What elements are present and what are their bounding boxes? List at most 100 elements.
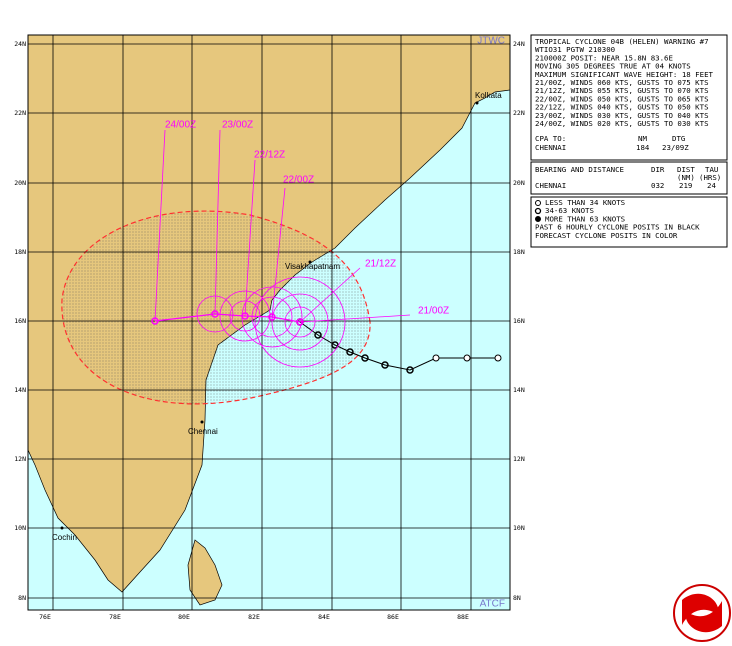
label-leader [271,187,286,318]
map-border [27,34,511,611]
lon-label: 78E [109,613,121,621]
past-position [346,348,354,356]
track [151,129,502,374]
bearing-place: CHENNAI [535,181,566,190]
past-position [331,341,339,349]
sri-lanka [187,539,223,606]
lat-label: 14N [513,386,525,394]
legend-box [530,196,728,248]
city-marker [60,526,64,530]
legend-item: FORECAST CYCLONE POSITS IN COLOR [535,231,678,240]
cpa-place: CHENNAI [535,143,566,152]
past-position [463,354,471,362]
legend-item: 34-63 KNOTS [545,206,594,215]
source-label: ATCF [480,599,505,610]
lat-label: 22N [14,109,26,117]
bearing-unit: (NM) [677,173,695,182]
wind-radius [254,276,346,368]
forecast-label: 22/00Z [283,175,314,186]
legend-item: PAST 6 HOURLY CYCLONE POSITS IN BLACK [535,223,700,232]
cpa-title: CPA TO: [535,134,566,143]
lat-label: 20N [513,179,525,187]
lat-label: 18N [513,248,525,256]
label-leader [299,267,361,323]
lat-label: 14N [14,386,26,394]
warning-line: 23/00Z, WINDS 030 KTS, GUSTS TO 040 KTS [535,111,709,120]
cpa-header: NM [638,134,647,143]
lat-label: 12N [513,455,525,463]
wind-radius [251,296,293,338]
legend-symbol [535,200,541,206]
lat-label: 10N [513,524,525,532]
city-label: Kolkata [475,91,502,100]
city-marker [475,101,479,105]
forecast-label: 22/12Z [254,150,285,161]
lat-label: 20N [14,179,26,187]
bearing-box [530,161,728,195]
lon-label: 80E [178,613,190,621]
bearing-title: BEARING AND DISTANCE [535,165,624,174]
warning-line: 21/12Z, WINDS 055 KTS, GUSTS TO 070 KTS [535,86,709,95]
lat-label: 16N [513,317,525,325]
lat-label: 8N [18,594,26,602]
past-track [299,321,498,371]
warning-line: TROPICAL CYCLONE 04B (HELEN) WARNING #7 [535,37,709,46]
map [27,34,511,611]
past-position [361,354,369,362]
forecast-label: 21/00Z [418,306,449,317]
wind-radius [196,295,234,333]
wind-radius [229,300,261,332]
lat-label: 24N [513,40,525,48]
lat-label: 8N [513,594,521,602]
past-position [381,361,389,369]
bearing-header: TAU [705,165,718,174]
bearing-value: 24 [707,181,716,190]
legend-symbol [534,207,542,215]
legend-item: LESS THAN 34 KNOTS [545,198,625,207]
past-position [314,331,322,339]
grid [28,35,510,610]
wind-radius [284,306,316,338]
danger-area [61,210,371,405]
lat-label: 22N [513,109,525,117]
label-leader [299,314,411,323]
warning-line: 21/00Z, WINDS 060 KTS, GUSTS TO 075 KTS [535,78,709,87]
city-label: Visakhapatnam [285,262,340,271]
lon-label: 88E [457,613,469,621]
past-position [406,366,414,374]
lat-label: 10N [14,524,26,532]
warning-line: 24/00Z, WINDS 020 KTS, GUSTS TO 030 KTS [535,119,709,128]
lat-label: 16N [14,317,26,325]
warning-line: 22/12Z, WINDS 040 KTS, GUSTS TO 050 KTS [535,103,709,112]
warning-line: 22/00Z, WINDS 050 KTS, GUSTS TO 065 KTS [535,94,709,103]
lon-label: 82E [248,613,260,621]
forecast-label: 23/00Z [222,120,253,131]
warning-line: WTIO31 PGTW 210300 [535,45,615,54]
label-leader [154,129,166,322]
warning-line: MAXIMUM SIGNIFICANT WAVE HEIGHT: 18 FEET [535,70,714,79]
label-leader [214,129,221,315]
forecast-label: 24/00Z [165,120,196,131]
lat-label: 12N [14,455,26,463]
forecast-label: 21/12Z [365,259,396,270]
warning-box [530,34,728,161]
lat-label: 18N [14,248,26,256]
cpa-header: DTG [672,134,685,143]
cpa-value: 23/09Z [662,143,689,152]
lon-label: 84E [318,613,330,621]
past-position [494,354,502,362]
bearing-value: 219 [679,181,692,190]
city-marker [308,260,312,264]
bearing-header: DIST [677,165,695,174]
lon-label: 76E [39,613,51,621]
city-marker [200,420,204,424]
legend-symbol [535,216,541,222]
legend-item: MORE THAN 63 KNOTS [545,214,625,223]
warning-line: MOVING 305 DEGREES TRUE AT 04 KNOTS [535,62,691,71]
lat-label: 24N [14,40,26,48]
city-label: Chennai [188,427,218,436]
lon-label: 86E [387,613,399,621]
warning-line: 210000Z POSIT: NEAR 15.8N 83.6E [535,53,673,62]
bearing-unit: (HRS) [699,173,721,182]
